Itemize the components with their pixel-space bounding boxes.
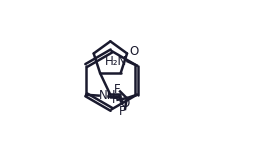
Text: O: O (130, 45, 139, 58)
Text: F: F (114, 83, 121, 96)
Text: NH: NH (99, 89, 117, 102)
Text: F: F (119, 105, 126, 118)
Text: F: F (112, 93, 118, 106)
Text: H₂N: H₂N (104, 55, 127, 68)
Text: O: O (120, 97, 130, 110)
